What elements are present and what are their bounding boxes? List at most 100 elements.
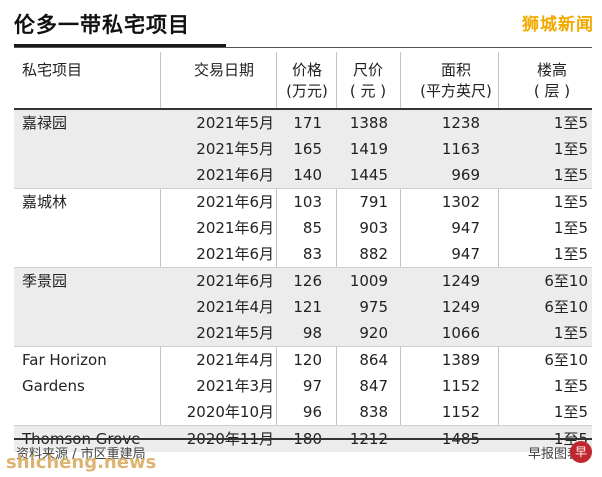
bottom-divider <box>14 438 592 440</box>
trade-date: 2021年4月 <box>196 298 274 316</box>
project-name: 季景园 <box>22 272 68 290</box>
header-area: 面积 (平方英尺) <box>402 60 510 102</box>
trade-date: 2021年6月 <box>196 193 274 211</box>
area: 1066 <box>441 324 480 342</box>
header-price-label: 价格 <box>291 61 322 79</box>
psf: 847 <box>359 377 388 395</box>
project-name-line2: Gardens <box>22 377 85 395</box>
floor: 1至5 <box>553 324 588 342</box>
brand-label: 狮城新闻 <box>522 15 594 35</box>
table-row: 2021年5月 98 920 1066 1至5 <box>14 320 592 346</box>
floor: 1至5 <box>553 219 588 237</box>
trade-date: 2021年6月 <box>196 166 274 184</box>
table-row: 2020年10月 96 838 1152 1至5 <box>14 399 592 425</box>
table-row: Gardens 2021年3月 97 847 1152 1至5 <box>14 373 592 399</box>
price: 121 <box>293 298 322 316</box>
price: 97 <box>302 377 322 395</box>
table-header: 私宅项目 交易日期 价格 (万元) 尺价 ( 元 ) 面积 (平方英尺) 楼高 … <box>14 52 592 110</box>
price: 83 <box>302 245 322 263</box>
psf: 1009 <box>349 272 388 290</box>
column-divider <box>160 52 161 437</box>
watermark: shicheng.news <box>6 452 157 473</box>
transactions-table: 私宅项目 交易日期 价格 (万元) 尺价 ( 元 ) 面积 (平方英尺) 楼高 … <box>14 52 592 452</box>
group-far-horizon-gardens: Far Horizon 2021年4月 120 864 1389 6至10 Ga… <box>14 347 592 426</box>
project-name: 嘉禄园 <box>22 114 68 132</box>
area: 1302 <box>441 193 480 211</box>
trade-date: 2020年10月 <box>186 403 274 421</box>
floor: 1至5 <box>553 245 588 263</box>
header-price: 价格 (万元) <box>276 60 338 102</box>
floor: 6至10 <box>544 351 588 369</box>
column-divider <box>400 52 401 437</box>
price: 85 <box>302 219 322 237</box>
floor: 1至5 <box>553 377 588 395</box>
header-floor: 楼高 ( 层 ) <box>514 60 590 102</box>
price: 140 <box>293 166 322 184</box>
psf: 903 <box>359 219 388 237</box>
credit-label: 早报图表 <box>527 447 580 462</box>
page-title: 伦多一带私宅项目 <box>14 13 190 37</box>
column-divider <box>276 52 277 437</box>
trade-date: 2021年6月 <box>196 219 274 237</box>
column-divider <box>336 52 337 437</box>
table-row: 2021年6月 85 903 947 1至5 <box>14 215 592 241</box>
floor: 6至10 <box>544 272 588 290</box>
zaobao-logo-icon: 早 <box>570 441 592 463</box>
psf: 1388 <box>349 114 388 132</box>
price: 96 <box>302 403 322 421</box>
psf: 882 <box>359 245 388 263</box>
group-jijingyuan: 季景园 2021年6月 126 1009 1249 6至10 2021年4月 1… <box>14 268 592 347</box>
floor: 1至5 <box>553 193 588 211</box>
area: 1163 <box>441 140 480 158</box>
group-jialuyuan: 嘉禄园 2021年5月 171 1388 1238 1至5 2021年5月 16… <box>14 110 592 189</box>
psf: 975 <box>359 298 388 316</box>
header-floor-unit: ( 层 ) <box>533 82 571 100</box>
group-jiachenglin: 嘉城林 2021年6月 103 791 1302 1至5 2021年6月 85 … <box>14 189 592 268</box>
table-row: 2021年6月 83 882 947 1至5 <box>14 241 592 267</box>
header-price-unit: (万元) <box>286 82 328 100</box>
psf: 1445 <box>349 166 388 184</box>
area: 1238 <box>441 114 480 132</box>
psf: 1419 <box>349 140 388 158</box>
price: 98 <box>302 324 322 342</box>
table-row: 嘉城林 2021年6月 103 791 1302 1至5 <box>14 189 592 215</box>
table-row: 2021年6月 140 1445 969 1至5 <box>14 162 592 188</box>
table-row: 季景园 2021年6月 126 1009 1249 6至10 <box>14 268 592 294</box>
trade-date: 2021年4月 <box>196 351 274 369</box>
trade-date: 2021年5月 <box>196 114 274 132</box>
project-name: Far Horizon <box>22 351 107 369</box>
header-psf: 尺价 ( 元 ) <box>336 60 400 102</box>
table-row: 2021年5月 165 1419 1163 1至5 <box>14 136 592 162</box>
floor: 6至10 <box>544 298 588 316</box>
table-row: Far Horizon 2021年4月 120 864 1389 6至10 <box>14 347 592 373</box>
price: 103 <box>293 193 322 211</box>
title-area: 伦多一带私宅项目 <box>14 10 190 46</box>
title-underline <box>14 44 226 47</box>
floor: 1至5 <box>553 403 588 421</box>
trade-date: 2021年5月 <box>196 324 274 342</box>
psf: 838 <box>359 403 388 421</box>
header-name: 私宅项目 <box>22 61 83 79</box>
floor: 1至5 <box>553 140 588 158</box>
area: 947 <box>451 245 480 263</box>
area: 1152 <box>441 377 480 395</box>
psf: 791 <box>359 193 388 211</box>
project-name: 嘉城林 <box>22 193 68 211</box>
column-divider <box>498 52 499 437</box>
psf: 920 <box>359 324 388 342</box>
trade-date: 2021年5月 <box>196 140 274 158</box>
psf: 864 <box>359 351 388 369</box>
table-row: 嘉禄园 2021年5月 171 1388 1238 1至5 <box>14 110 592 136</box>
floor: 1至5 <box>553 114 588 132</box>
price: 171 <box>293 114 322 132</box>
header-area-unit: (平方英尺) <box>420 82 492 100</box>
area: 947 <box>451 219 480 237</box>
trade-date: 2021年6月 <box>196 245 274 263</box>
trade-date: 2021年3月 <box>196 377 274 395</box>
header-psf-unit: ( 元 ) <box>349 82 387 100</box>
area: 969 <box>451 166 480 184</box>
price: 165 <box>293 140 322 158</box>
source-note: 资料来源 / 市区重建局 <box>16 447 146 462</box>
area: 1389 <box>441 351 480 369</box>
